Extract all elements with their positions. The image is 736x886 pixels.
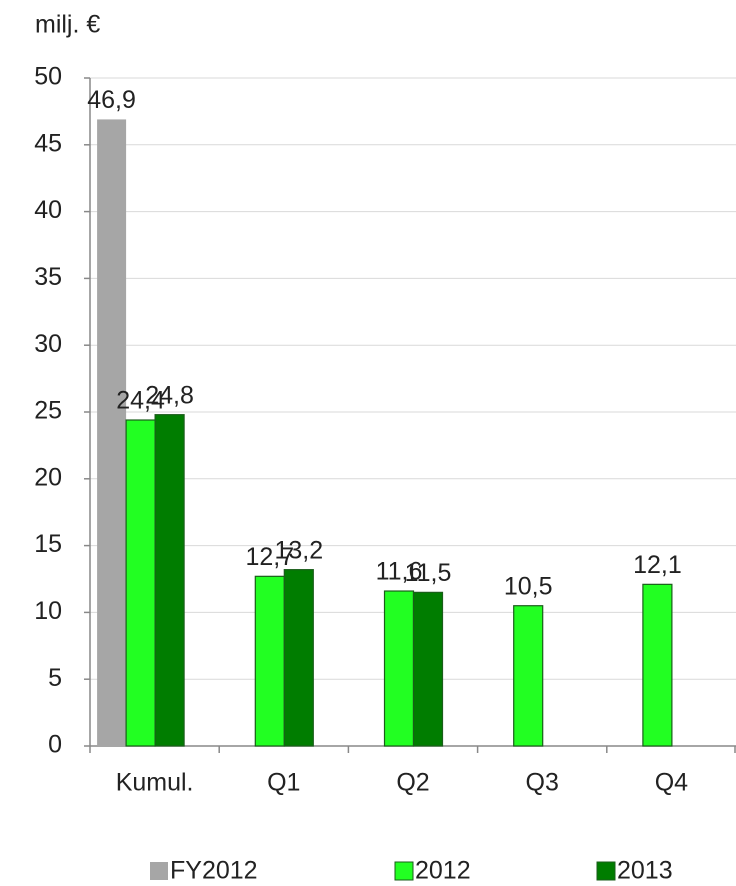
legend-label: 2012 (415, 857, 471, 885)
y-tick-label: 10 (34, 597, 62, 625)
y-tick-label: 40 (34, 196, 62, 224)
y-axis-label: milj. € (35, 11, 100, 39)
y-tick-label: 25 (34, 397, 62, 425)
x-tick-label: Q1 (267, 769, 300, 797)
bar (97, 119, 127, 746)
value-label: 13,2 (274, 536, 323, 564)
bar (154, 414, 185, 747)
x-tick-label: Kumul. (116, 769, 194, 797)
bar (125, 419, 156, 747)
y-tick-label: 50 (34, 63, 62, 91)
legend-swatch (596, 861, 616, 881)
legend-swatch (150, 862, 168, 880)
bar (412, 591, 444, 747)
bar (642, 583, 673, 747)
bar (254, 575, 285, 747)
value-label: 46,9 (87, 86, 136, 114)
value-label: 12,1 (633, 551, 682, 579)
bar (383, 590, 415, 747)
y-tick-label: 5 (48, 664, 62, 692)
y-tick-label: 35 (34, 263, 62, 291)
x-tick-label: Q2 (396, 769, 429, 797)
value-label: 11,6 (376, 558, 423, 586)
bar (283, 569, 314, 747)
value-label: 24,8 (145, 381, 194, 409)
x-tick-label: Q4 (655, 769, 688, 797)
x-tick-label: Q3 (526, 769, 559, 797)
y-tick-label: 20 (34, 463, 62, 491)
value-label: 24,4 (116, 387, 165, 415)
bar (513, 605, 544, 747)
value-label: 11,5 (405, 559, 452, 587)
y-tick-label: 45 (34, 129, 62, 157)
legend-label: FY2012 (170, 857, 258, 885)
y-tick-label: 30 (34, 330, 62, 358)
legend-label: 2013 (617, 857, 673, 885)
value-label: 12,7 (245, 543, 294, 571)
y-tick-label: 15 (34, 530, 62, 558)
legend-swatch (394, 861, 414, 881)
y-tick-label: 0 (48, 731, 62, 759)
value-label: 10,5 (504, 572, 553, 600)
